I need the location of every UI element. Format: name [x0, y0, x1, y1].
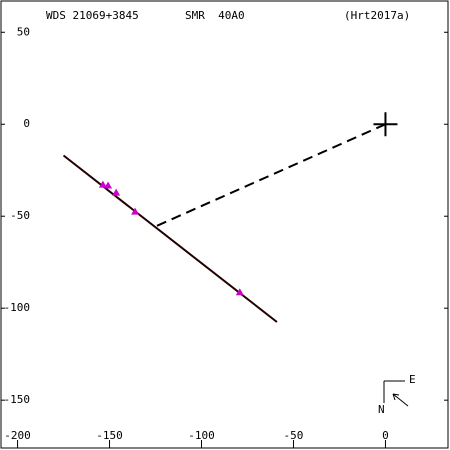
chart-title: WDS 21069+3845	[46, 9, 139, 22]
compass-north: N	[378, 403, 385, 416]
observation	[235, 288, 244, 296]
x-tick-label: -50	[284, 429, 304, 442]
observation	[131, 207, 140, 215]
observation	[104, 181, 113, 189]
compass-arrow	[392, 393, 409, 407]
y-tick-label: -50	[10, 209, 30, 222]
chart-subtitle: SMR 40A0	[185, 9, 245, 22]
x-tick-label: 0	[382, 429, 389, 442]
y-tick-label: 50	[17, 25, 30, 38]
orbit-line	[62, 154, 278, 323]
primary-star	[373, 112, 398, 137]
x-tick-label: -150	[96, 429, 123, 442]
y-tick-label: -100	[4, 301, 31, 314]
compass-east: E	[409, 373, 416, 386]
node-line	[153, 123, 386, 229]
observation	[112, 188, 121, 196]
x-tick-label: -100	[188, 429, 215, 442]
y-tick-label: 0	[23, 117, 30, 130]
observation	[98, 180, 107, 188]
compass: E N	[378, 373, 416, 416]
annotation: (Hrt2017a)	[344, 9, 410, 22]
compass-arrowhead	[392, 393, 400, 401]
y-tick-label: -150	[4, 393, 31, 406]
x-tick-label: -200	[4, 429, 31, 442]
